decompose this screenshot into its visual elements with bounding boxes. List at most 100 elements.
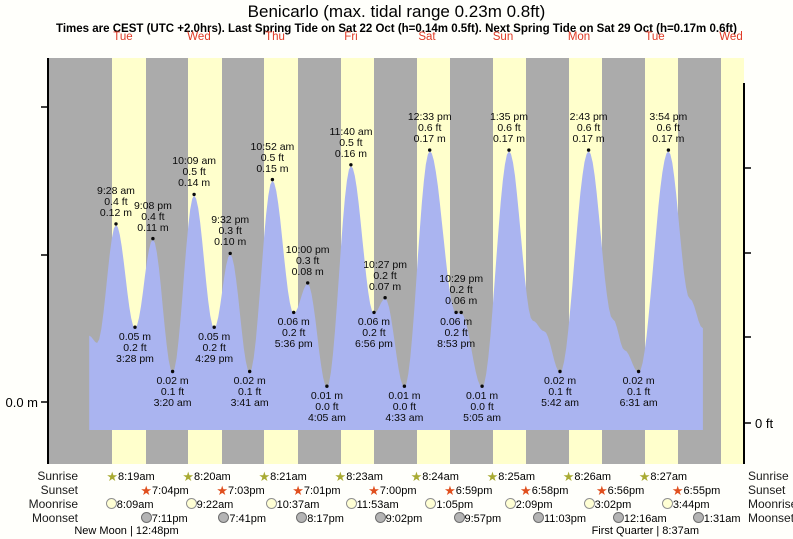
tide-event-dot — [428, 148, 432, 152]
moonrise-time-text: 3:44pm — [672, 499, 710, 511]
moonrise-time-text: 3:02pm — [594, 499, 632, 511]
moonrise-time: 1:05pm — [425, 498, 473, 512]
moonrise-time: 2:09pm — [504, 498, 553, 512]
tide-event-dot — [212, 325, 216, 329]
moonset-time-text: 1:31am — [703, 513, 741, 525]
tide-event-dot — [402, 384, 407, 388]
sunset-star-icon: ★ — [595, 483, 608, 498]
moonrise-time-text: 9:22am — [196, 499, 234, 511]
tide-high-annotation: 9:28 am 0.4 ft 0.12 m — [96, 184, 135, 219]
tide-event-dot — [325, 384, 329, 388]
moon-phase-label: First Quarter | 8:37am — [591, 525, 699, 537]
sunset-time: ★6:56pm — [596, 484, 644, 498]
moonset-time-text: 11:03pm — [543, 513, 586, 525]
sunrise-time-text: 8:27am — [650, 471, 688, 483]
moonset-time: 7:41pm — [218, 512, 266, 526]
sunset-time-text: 7:00pm — [379, 485, 417, 497]
sunset-time-text: 6:55pm — [683, 485, 721, 497]
tide-low-annotation: 0.06 m 0.2 ft 8:53 pm — [437, 316, 476, 351]
tide-high-annotation: 10:52 am 0.5 ft 0.15 m — [250, 140, 295, 175]
tide-event-dot — [558, 369, 562, 374]
moonrise-time: 3:02pm — [583, 498, 632, 512]
sunset-star-icon: ★ — [216, 483, 228, 498]
sunset-star-icon: ★ — [368, 483, 380, 498]
sunrise-star-icon: ★ — [562, 469, 575, 484]
moonset-time-text: 7:41pm — [229, 513, 267, 525]
moonset-moon-icon — [218, 512, 230, 523]
sunrise-star-icon: ★ — [486, 469, 499, 484]
day-label: Tue25-Oct — [113, 31, 133, 43]
astro-row-label-moonset: Moonset — [31, 511, 78, 525]
page-title: Benicarlo (max. tidal range 0.23m 0.8ft) — [247, 2, 546, 21]
sunrise-star-icon: ★ — [182, 469, 195, 484]
sunrise-time-text: 8:20am — [194, 471, 231, 483]
sunrise-time: ★8:23am — [335, 470, 383, 484]
moonrise-time: 9:22am — [185, 498, 234, 512]
moonset-time-text: 9:57pm — [464, 513, 502, 525]
tide-event-dot — [454, 310, 458, 315]
tide-event-dot — [170, 369, 175, 374]
sunset-star-icon: ★ — [671, 483, 684, 498]
left-axis-zero-label: 0.0 m — [5, 395, 38, 410]
sunrise-time: ★8:25am — [487, 470, 535, 484]
moonrise-time: 8:09am — [105, 498, 154, 512]
astro-row-label-sunset: Sunset — [40, 483, 78, 497]
moonset-time: 8:17pm — [296, 512, 344, 526]
tide-event-dot — [292, 310, 296, 315]
sunset-time-text: 6:56pm — [607, 485, 645, 497]
tide-low-annotation: 0.02 m 0.1 ft 6:31 am — [619, 375, 658, 410]
sunrise-time-text: 8:21am — [270, 471, 307, 483]
sunrise-time: ★8:24am — [411, 470, 459, 484]
tide-event-dot — [151, 236, 155, 241]
sunrise-time: ★8:21am — [258, 470, 306, 484]
moonrise-moon-icon — [661, 498, 673, 509]
tide-low-annotation: 0.02 m 0.1 ft 5:42 am — [541, 375, 580, 410]
moonrise-time-text: 2:09pm — [515, 499, 553, 511]
tide-high-annotation: 10:00 pm 0.3 ft 0.08 m — [285, 243, 330, 278]
moonset-time: 9:02pm — [374, 512, 423, 526]
moonset-moon-icon — [140, 512, 152, 523]
moonrise-moon-icon — [425, 498, 437, 509]
day-label: Sun30-Oct — [492, 31, 514, 43]
tide-event-dot — [228, 251, 232, 256]
sunset-time: ★6:58pm — [520, 484, 568, 498]
moonset-time-text: 7:11pm — [151, 513, 188, 525]
day-label: Fri28-Oct — [344, 31, 358, 43]
moonset-time: 1:31am — [692, 512, 741, 526]
sunrise-time-text: 8:26am — [574, 471, 612, 483]
sunrise-time: ★8:26am — [563, 470, 611, 484]
sunset-star-icon: ★ — [444, 483, 456, 498]
sunset-time: ★6:59pm — [444, 484, 492, 498]
tide-event-dot — [383, 296, 387, 300]
tide-event-dot — [480, 384, 484, 388]
tide-high-annotation: 9:32 pm 0.3 ft 0.10 m — [211, 214, 250, 249]
sunset-time: ★7:00pm — [368, 484, 416, 498]
tide-high-annotation: 3:54 pm 0.6 ft 0.17 m — [649, 111, 688, 146]
page-subtitle: Times are CEST (UTC +2.0hrs). Last Sprin… — [56, 23, 737, 35]
moonrise-moon-icon — [265, 498, 277, 509]
moonset-time-text: 9:02pm — [385, 513, 423, 525]
sunrise-time: ★8:27am — [639, 470, 687, 484]
tide-high-annotation: 10:09 am 0.5 ft 0.14 m — [172, 155, 217, 190]
tide-event-dot — [133, 325, 137, 329]
day-label: Mon31-Oct — [567, 31, 591, 43]
moon-phase-label: New Moon | 12:48pm — [74, 525, 179, 537]
moonrise-time: 3:44pm — [661, 498, 710, 512]
moonset-moon-icon — [296, 512, 308, 523]
sunset-star-icon: ★ — [520, 483, 532, 498]
sunset-time: ★7:04pm — [140, 484, 188, 498]
moonset-moon-icon — [374, 512, 386, 523]
sunset-star-icon: ★ — [140, 483, 153, 498]
sunrise-time-text: 8:24am — [422, 471, 459, 483]
moonrise-time-text: 10:37am — [276, 499, 320, 511]
moonrise-moon-icon — [504, 498, 516, 509]
tide-event-dot — [114, 222, 118, 226]
moonrise-time-text: 11:53am — [356, 499, 399, 511]
tide-low-annotation: 0.01 m 0.0 ft 4:33 am — [385, 390, 424, 425]
tide-event-dot — [507, 148, 511, 152]
moonset-time: 9:57pm — [453, 512, 502, 526]
day-label: Wed26-Oct — [187, 31, 211, 43]
sunset-time-text: 7:04pm — [152, 485, 189, 497]
